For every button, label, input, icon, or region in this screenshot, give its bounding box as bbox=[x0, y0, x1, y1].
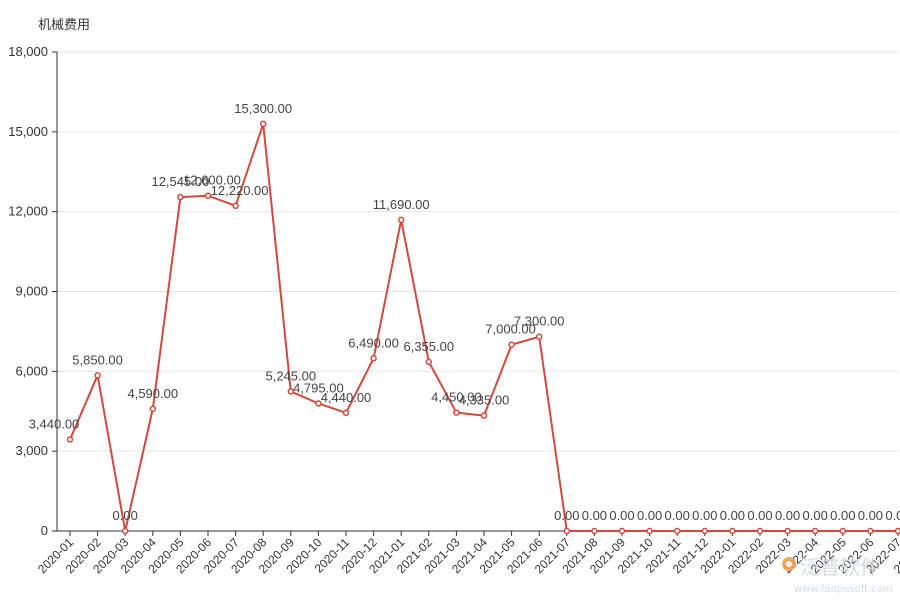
y-tick-label: 9,000 bbox=[15, 284, 48, 299]
data-point bbox=[342, 409, 350, 417]
watermark-brand: 泛普软件 bbox=[800, 555, 880, 579]
data-label: 0.00 bbox=[582, 508, 607, 523]
gridlines bbox=[57, 51, 898, 452]
data-label: 0.00 bbox=[637, 508, 662, 523]
x-axis-ticks: 2020-012020-022020-032020-042020-052020-… bbox=[35, 531, 900, 576]
data-point bbox=[315, 400, 322, 407]
data-point bbox=[784, 527, 791, 535]
data-label: 6,490.00 bbox=[348, 335, 399, 350]
data-point bbox=[204, 192, 212, 199]
data-point bbox=[867, 527, 874, 535]
data-label: 12,220.00 bbox=[211, 183, 269, 198]
y-tick-label: 6,000 bbox=[15, 363, 48, 378]
data-label: 0.00 bbox=[747, 508, 772, 523]
data-point bbox=[149, 405, 157, 413]
series-machine-cost bbox=[66, 120, 900, 535]
data-label: 0.00 bbox=[858, 508, 883, 523]
data-label: 0.00 bbox=[885, 508, 900, 523]
data-label: 0.00 bbox=[113, 508, 138, 523]
data-point bbox=[94, 372, 101, 379]
data-point bbox=[480, 412, 488, 419]
data-point bbox=[591, 527, 598, 535]
data-point bbox=[232, 202, 239, 210]
data-point bbox=[397, 216, 405, 224]
y-tick-label: 0 bbox=[41, 523, 48, 538]
data-label: 4,590.00 bbox=[127, 386, 178, 401]
data-label: 0.00 bbox=[775, 508, 800, 523]
data-point bbox=[894, 527, 900, 535]
data-point bbox=[287, 388, 295, 395]
data-label: 12,600.00 bbox=[183, 173, 241, 188]
data-label: 7,300.00 bbox=[514, 314, 565, 329]
data-label: 0.00 bbox=[554, 508, 579, 523]
y-tick-label: 15,000 bbox=[8, 124, 48, 139]
data-point bbox=[121, 527, 129, 535]
data-point bbox=[259, 120, 267, 128]
data-label: 0.00 bbox=[720, 508, 745, 523]
data-point bbox=[177, 193, 184, 201]
fanpu-logo-icon bbox=[782, 557, 796, 571]
data-label: 0.00 bbox=[830, 508, 855, 523]
y-axis-ticks: 0 3,000 6,000 9,000 12,000 15,000 18,000 bbox=[8, 44, 57, 538]
data-label: 4,335.00 bbox=[459, 393, 510, 408]
y-tick-label: 3,000 bbox=[15, 443, 48, 458]
data-point bbox=[425, 358, 433, 366]
data-label: 0.00 bbox=[609, 508, 634, 523]
data-point bbox=[563, 527, 571, 535]
data-point bbox=[508, 341, 515, 348]
data-point bbox=[646, 527, 653, 535]
data-label: 12,545.00 bbox=[151, 174, 209, 189]
data-point bbox=[811, 527, 819, 535]
data-point bbox=[370, 355, 377, 362]
watermark: 泛普软件 www.fanpusoft.com bbox=[782, 555, 893, 595]
data-label: 0.00 bbox=[665, 508, 690, 523]
data-point bbox=[618, 527, 626, 535]
data-point bbox=[66, 436, 74, 443]
data-label: 4,450.00 bbox=[431, 390, 482, 405]
data-label: 15,300.00 bbox=[234, 101, 292, 116]
data-point bbox=[673, 527, 681, 535]
y-tick-label: 12,000 bbox=[8, 204, 48, 219]
data-point bbox=[453, 409, 460, 416]
series-line bbox=[69, 122, 900, 532]
y-tick-label: 18,000 bbox=[8, 44, 48, 59]
data-label: 6,355.00 bbox=[403, 339, 454, 354]
y-axis-title: 机械费用 bbox=[38, 18, 90, 33]
data-label: 0.00 bbox=[803, 508, 828, 523]
data-label: 0.00 bbox=[692, 508, 717, 523]
data-label: 11,690.00 bbox=[373, 197, 430, 212]
data-label: 3,440.00 bbox=[29, 416, 80, 431]
watermark-url: www.fanpusoft.com bbox=[794, 584, 893, 595]
data-point bbox=[756, 527, 764, 535]
data-label: 5,850.00 bbox=[72, 352, 123, 367]
data-label: 5,245.00 bbox=[265, 368, 316, 383]
data-label: 4,440.00 bbox=[321, 390, 372, 405]
data-labels: 3,440.00 5,850.00 0.00 4,590.00 12,545.0012,… bbox=[29, 101, 900, 523]
data-point bbox=[729, 527, 736, 535]
data-label: 7,000.00 bbox=[485, 322, 536, 337]
data-point bbox=[839, 527, 847, 535]
data-point bbox=[701, 527, 709, 535]
data-label: 4,795.00 bbox=[293, 380, 344, 395]
data-point bbox=[535, 333, 543, 340]
